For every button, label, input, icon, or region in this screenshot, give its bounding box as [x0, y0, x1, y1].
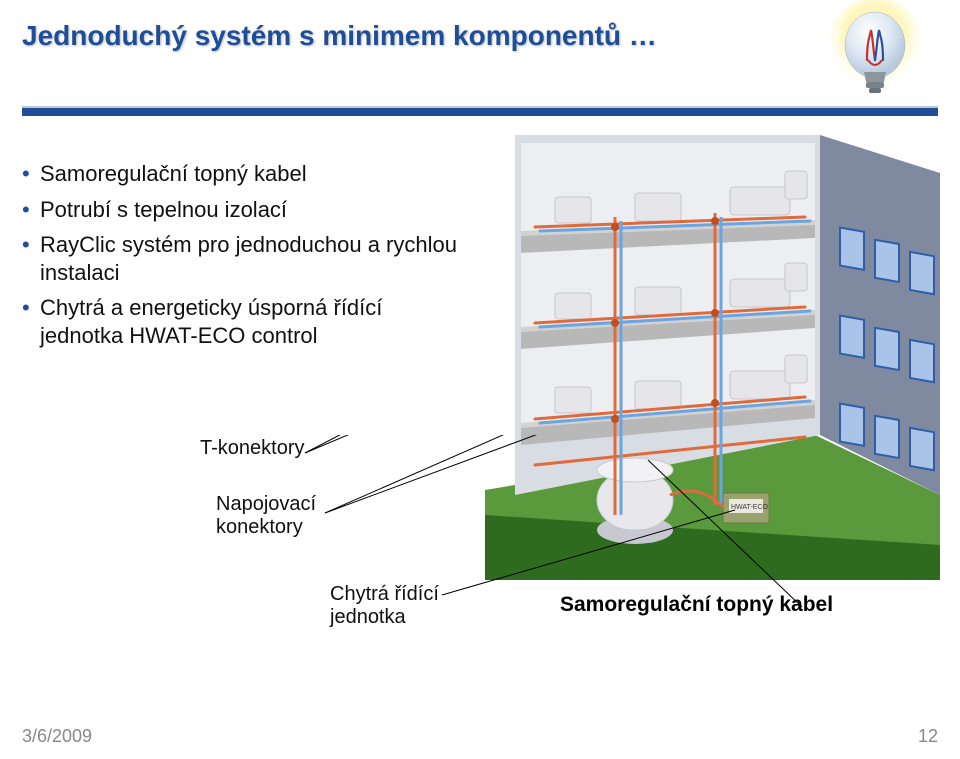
bullet-item: RayClic systém pro jednoduchou a rychlou… — [22, 231, 462, 286]
bullet-item: Chytrá a energeticky úsporná řídící jedn… — [22, 294, 462, 349]
callout-text: jednotka — [330, 606, 406, 628]
slide-title: Jednoduchý systém s minimem komponentů … — [22, 20, 657, 52]
callout-selfreg-cable: Samoregulační topný kabel — [560, 593, 833, 617]
callout-controller: Chytrá řídící jednotka — [330, 583, 439, 629]
callout-text: Chytrá řídící — [330, 583, 439, 605]
lightbulb-icon — [820, 0, 930, 110]
slide: Jednoduchý systém s minimem komponentů … — [0, 0, 960, 759]
callout-text: Napojovací — [216, 493, 316, 515]
callout-text: konektory — [216, 516, 303, 538]
callouts: T-konektory Napojovací konektory Chytrá … — [90, 435, 960, 695]
bullet-list: Samoregulační topný kabel Potrubí s tepe… — [22, 160, 462, 357]
title-divider — [22, 106, 938, 116]
callout-splice-connectors: Napojovací konektory — [216, 493, 316, 539]
bullet-item: Samoregulační topný kabel — [22, 160, 462, 188]
callout-t-connectors: T-konektory — [200, 437, 304, 460]
footer-date: 3/6/2009 — [22, 726, 92, 747]
bullet-item: Potrubí s tepelnou izolací — [22, 196, 462, 224]
footer-page-number: 12 — [918, 726, 938, 747]
